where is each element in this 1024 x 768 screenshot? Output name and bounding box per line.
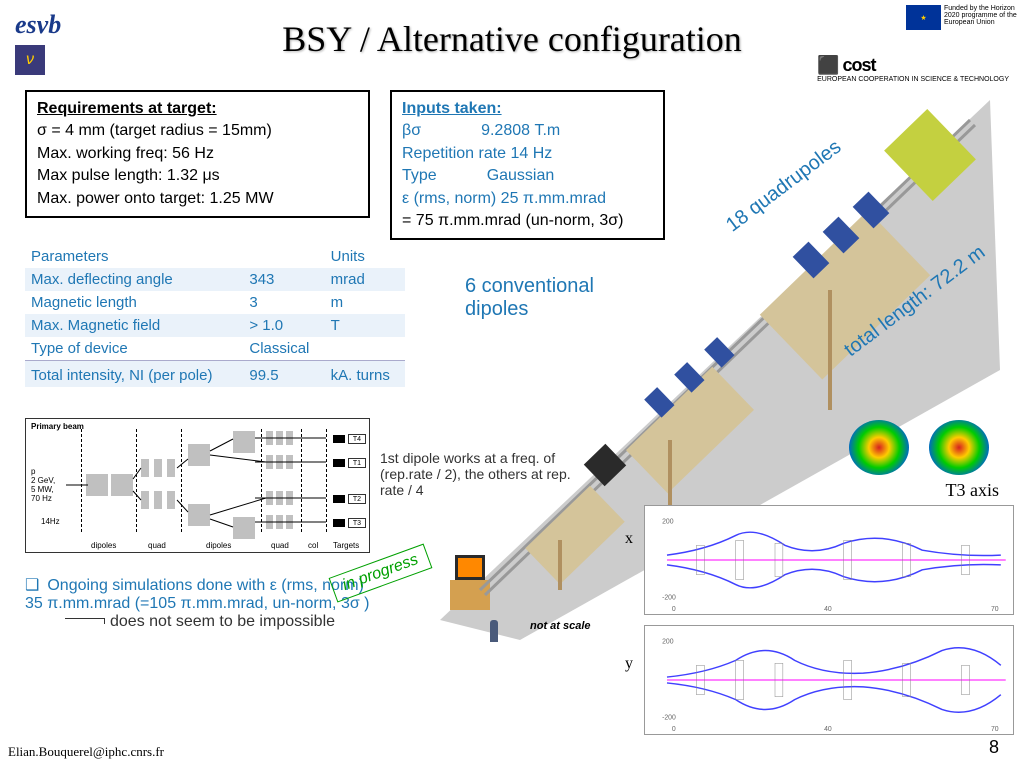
inputs-header: Inputs taken:: [402, 98, 653, 120]
eu-flag-icon: [906, 5, 941, 30]
cost-logo: ⬛ cost EUROPEAN COOPERATION IN SCIENCE &…: [817, 55, 1009, 83]
envelope-plot-x: 200 -200 0 40 70: [644, 505, 1014, 615]
footer-email: Elian.Bouquerel@iphc.cnrs.fr: [8, 744, 164, 760]
req-header: Requirements at target:: [37, 98, 358, 120]
not-at-scale-label: not at scale: [530, 620, 591, 632]
svg-text:200: 200: [662, 519, 674, 526]
logo-essvb: esνb ν: [15, 10, 61, 75]
nu-logo: ν: [15, 45, 45, 75]
req-l1: σ = 4 mm (target radius = 15mm): [37, 120, 358, 142]
person-icon: [490, 620, 498, 642]
callout-dipoles: 6 conventional dipoles: [465, 275, 605, 321]
svg-text:0: 0: [672, 726, 676, 733]
footer-page-number: 8: [989, 737, 999, 758]
req-l4: Max. power onto target: 1.25 MW: [37, 188, 358, 210]
svg-text:-200: -200: [662, 594, 676, 601]
svg-text:70: 70: [991, 606, 999, 613]
label-18-quadrupoles: 18 quadrupoles: [722, 136, 846, 237]
svg-text:-200: -200: [662, 714, 676, 721]
essvb-text: esνb: [15, 10, 61, 40]
inputs-l5: = 75 π.mm.mrad (un-norm, 3σ): [402, 210, 653, 232]
req-l3: Max pulse length: 1.32 μs: [37, 165, 358, 187]
svg-text:70: 70: [991, 726, 999, 733]
svg-text:40: 40: [824, 726, 832, 733]
svg-text:40: 40: [824, 606, 832, 613]
beam-spot-2: [929, 420, 989, 475]
inputs-l2: Repetition rate 14 Hz: [402, 143, 653, 165]
beam-spot-1: [849, 420, 909, 475]
axis-t3-label: T3 axis: [946, 480, 1000, 501]
inputs-l4: ε (rms, norm) 25 π.mm.mrad: [402, 188, 653, 210]
page-title: BSY / Alternative configuration: [282, 18, 742, 60]
schematic-diagram: Primary beam p 2 GeV, 5 MW, 70 Hz 14Hz T…: [25, 418, 370, 553]
dipole-note: 1st dipole works at a freq. of (rep.rate…: [380, 450, 580, 498]
label-total-length: total length: 72.2 m: [840, 241, 990, 362]
axis-x-label: x: [625, 530, 633, 548]
inputs-l1: βσ9.2808 T.m: [402, 120, 653, 142]
requirements-box: Requirements at target: σ = 4 mm (target…: [25, 90, 370, 218]
inputs-box: Inputs taken: βσ9.2808 T.m Repetition ra…: [390, 90, 665, 240]
parameter-table: ParametersUnits Max. deflecting angle343…: [25, 245, 405, 387]
svg-text:200: 200: [662, 639, 674, 646]
eu-funding: Funded by the Horizon 2020 programme of …: [906, 5, 1019, 30]
envelope-plot-y: 200 -200 0 40 70: [644, 625, 1014, 735]
eu-funding-text: Funded by the Horizon 2020 programme of …: [944, 5, 1019, 26]
req-l2: Max. working freq: 56 Hz: [37, 143, 358, 165]
axis-y-label: y: [625, 655, 633, 673]
inputs-l3: TypeGaussian: [402, 165, 653, 187]
svg-text:0: 0: [672, 606, 676, 613]
